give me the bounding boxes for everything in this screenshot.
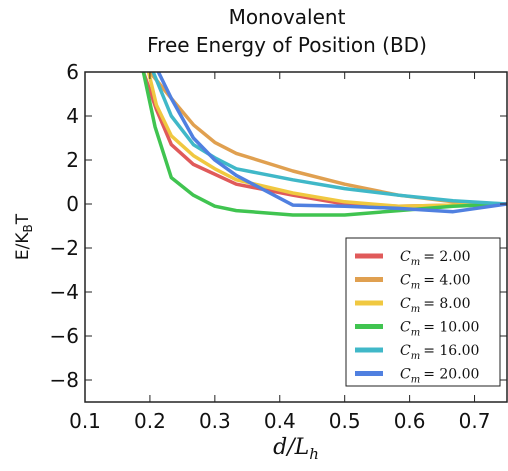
y-tick-label: −6 [50, 324, 79, 348]
chart-title: Monovalent Free Energy of Position (BD) [147, 5, 427, 57]
x-tick-label: 0.1 [69, 409, 101, 433]
legend-label-2: Cm = 4.00 [400, 273, 471, 292]
legend-value: = 20.00 [423, 367, 479, 383]
legend-var-sub: m [411, 328, 420, 339]
legend-value: = 2.00 [423, 249, 470, 265]
legend-var-sub: m [411, 375, 420, 386]
y-tick-label: 2 [66, 148, 79, 172]
chart-title-line-1: Monovalent [229, 5, 346, 29]
legend-var: C [400, 343, 411, 359]
y-tick-label: 0 [66, 192, 79, 216]
x-tick-label: 0.7 [459, 409, 491, 433]
legend-value: = 10.00 [423, 320, 479, 336]
plot-frame [84, 71, 508, 403]
x-axis-label-main: d/L [273, 435, 309, 460]
legend-var-sub: m [411, 281, 420, 292]
x-axis-label: d/Lh [273, 435, 319, 463]
y-tick-label: −2 [50, 236, 79, 260]
legend-label-1: Cm = 2.00 [400, 249, 471, 268]
legend-var: C [400, 249, 411, 265]
series-line-3 [146, 72, 507, 208]
legend-label-3: Cm = 8.00 [400, 296, 471, 315]
x-axis-ticks: 0.1 0.2 0.3 0.4 0.5 0.6 0.7 [69, 72, 490, 433]
legend-label-4: Cm = 10.00 [400, 320, 479, 339]
x-tick-label: 0.3 [199, 409, 231, 433]
y-tick-label: 4 [66, 104, 79, 128]
legend-var: C [400, 273, 411, 289]
y-axis-label-tail: T [13, 213, 33, 225]
x-tick-label: 0.6 [394, 409, 426, 433]
legend-var: C [400, 367, 411, 383]
legend-label-5: Cm = 16.00 [400, 343, 479, 362]
y-tick-label: 6 [66, 60, 79, 84]
legend-var-sub: m [411, 304, 420, 315]
legend-box [345, 237, 501, 387]
x-axis-label-sub: h [309, 445, 319, 463]
y-axis-label: E/KBT [13, 213, 35, 260]
y-axis-label-sub: B [21, 224, 35, 232]
series-line-5 [151, 72, 507, 206]
y-axis-ticks: 6 4 2 0 −2 −4 −6 −8 [50, 60, 507, 392]
plot-series [141, 72, 507, 217]
x-tick-label: 0.2 [134, 409, 166, 433]
chart-title-line-2: Free Energy of Position (BD) [147, 33, 427, 57]
legend-var-sub: m [411, 351, 420, 362]
x-tick-label: 0.5 [329, 409, 361, 433]
legend-value: = 4.00 [423, 273, 470, 289]
series-line-6 [156, 72, 507, 214]
legend-label-6: Cm = 20.00 [400, 367, 479, 386]
y-tick-label: −4 [50, 280, 79, 304]
legend-var-sub: m [411, 257, 420, 268]
legend-value: = 8.00 [423, 296, 470, 312]
y-tick-label: −8 [50, 368, 79, 392]
legend-var: C [400, 320, 411, 336]
y-axis-label-main: E/K [13, 232, 33, 260]
legend-var: C [400, 296, 411, 312]
legend-value: = 16.00 [423, 343, 479, 359]
x-tick-label: 0.4 [264, 409, 296, 433]
